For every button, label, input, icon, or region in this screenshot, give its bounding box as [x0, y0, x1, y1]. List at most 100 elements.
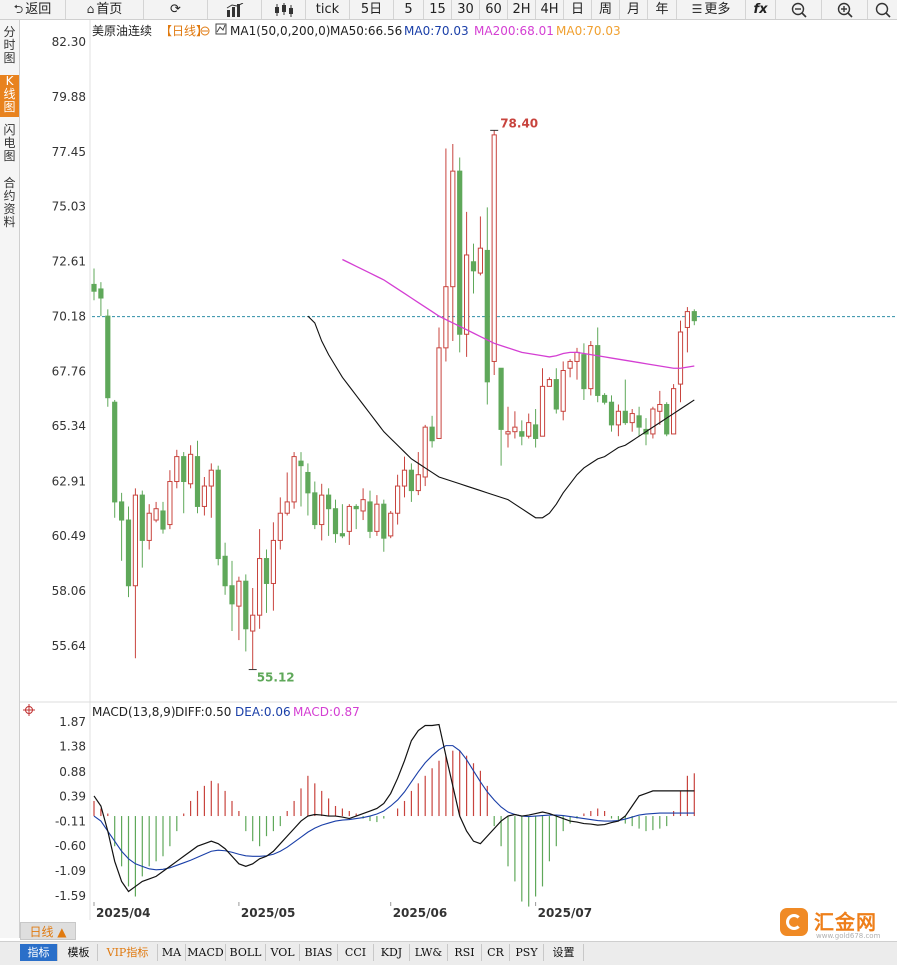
date-tick-label: 2025/04: [96, 906, 150, 920]
sidebar-item-timeshare[interactable]: 分时图: [3, 25, 16, 65]
macd-settings-icon[interactable]: [23, 704, 35, 716]
refresh-button[interactable]: ⟳: [144, 0, 208, 19]
price-tick-label: 62.91: [52, 474, 86, 488]
refresh-icon: ⟳: [170, 2, 181, 17]
candle-down: [332, 508, 339, 535]
candle-down: [298, 460, 304, 467]
more-button[interactable]: ☰ 更多: [677, 0, 746, 19]
price-tick-label: 70.18: [52, 310, 86, 324]
period-day[interactable]: 日: [564, 0, 592, 19]
logo-url: www.gold678.com: [816, 932, 881, 940]
zoom-in-button[interactable]: [822, 0, 868, 19]
period-month[interactable]: 月: [620, 0, 648, 19]
candle-down: [498, 367, 504, 430]
kline-chart[interactable]: 美原油连续 【日线】 MA1(50,0,200,0) MA50:66.56 MA…: [20, 20, 897, 920]
candle-down: [429, 426, 435, 442]
candle-down: [229, 585, 235, 605]
ma-indicator-line: [216, 24, 226, 33]
ma0b-value: MA0:70.03: [556, 24, 621, 38]
tab-cr[interactable]: CR: [482, 944, 510, 961]
candle-down: [581, 354, 587, 390]
macd-tick-label: -0.11: [55, 815, 86, 829]
zoom-out-icon: [791, 2, 807, 18]
candle-up: [657, 403, 663, 412]
macd-title: MACD(13,8,9): [92, 705, 176, 719]
candle-up: [346, 505, 352, 532]
macd-tick-label: 0.88: [59, 765, 86, 779]
candlestick-icon: [274, 2, 293, 17]
tab-cci[interactable]: CCI: [338, 944, 374, 961]
candle-up: [677, 331, 684, 385]
macd-histogram: [93, 750, 695, 907]
candlestick-button[interactable]: [262, 0, 306, 19]
period-4h[interactable]: 4H: [536, 0, 564, 19]
huijin-logo: 汇金网 www.gold678.com: [778, 906, 888, 940]
candle-up: [684, 311, 690, 328]
sidebar-item-contract-info[interactable]: 合约资料: [3, 176, 16, 229]
tab-kdj[interactable]: KDJ: [374, 944, 410, 961]
candle-down: [312, 492, 318, 526]
high-label: 78.40: [500, 116, 538, 130]
candle-down: [339, 533, 345, 537]
candle-up: [284, 501, 290, 514]
macd-tick-label: 1.87: [59, 715, 86, 729]
ma-indicator-icon[interactable]: [215, 23, 227, 35]
tab-vip-indicator[interactable]: VIP指标: [98, 944, 158, 961]
bar-chart-button[interactable]: [208, 0, 262, 19]
tab-vol[interactable]: VOL: [266, 944, 300, 961]
price-tick-label: 77.45: [52, 145, 86, 159]
price-tick-label: 79.88: [52, 90, 86, 104]
candle-up: [567, 360, 573, 369]
candle-down: [326, 494, 332, 510]
period-selector-label: 日线 ▲: [29, 925, 67, 939]
candle-up: [650, 408, 656, 435]
ma200-line: [342, 258, 695, 369]
tick-button[interactable]: tick: [306, 0, 350, 19]
zoom-out-button[interactable]: [776, 0, 822, 19]
candle-up: [174, 456, 180, 483]
candle-up: [208, 469, 214, 487]
fx-button[interactable]: fx: [746, 0, 776, 19]
sidebar-item-lightning[interactable]: 闪电图: [3, 123, 16, 163]
home-button[interactable]: ⌂ 首页: [66, 0, 144, 19]
candle-down: [139, 494, 145, 541]
price-tick-label: 55.64: [52, 639, 86, 653]
period-5min[interactable]: 5: [394, 0, 424, 19]
period-year[interactable]: 年: [648, 0, 677, 19]
macd-diff: DIFF:0.50: [175, 705, 231, 719]
tab-bias[interactable]: BIAS: [300, 944, 338, 961]
candle-down: [105, 315, 111, 399]
tab-template[interactable]: 模板: [60, 944, 98, 961]
price-tick-label: 67.76: [52, 364, 86, 378]
tab-indicator[interactable]: 指标: [20, 944, 58, 961]
candle-down: [243, 580, 249, 630]
tab-rsi[interactable]: RSI: [448, 944, 482, 961]
candle-up: [167, 481, 173, 526]
period-selector[interactable]: 【日线】日线 ▲: [20, 922, 76, 940]
period-week[interactable]: 周: [592, 0, 620, 19]
settings-dot-icon[interactable]: [200, 26, 210, 36]
tab-psy[interactable]: PSY: [510, 944, 544, 961]
period-2h[interactable]: 2H: [508, 0, 536, 19]
tab-settings[interactable]: 设置: [544, 944, 584, 961]
back-button[interactable]: ⮌ 返回: [0, 0, 66, 19]
candle-up: [588, 345, 594, 390]
candle-up: [250, 614, 256, 632]
candle-down: [691, 311, 697, 322]
period-30min[interactable]: 30: [452, 0, 480, 19]
tab-ma[interactable]: MA: [158, 944, 186, 961]
date-tick-label: 2025/05: [241, 906, 295, 920]
price-tick-label: 58.06: [52, 584, 86, 598]
tab-macd[interactable]: MACD: [186, 944, 226, 961]
candle-down: [622, 410, 628, 424]
period-15min[interactable]: 15: [424, 0, 452, 19]
price-tick-label: 75.03: [52, 200, 86, 214]
candlestick-series: [91, 130, 697, 670]
candle-down: [119, 501, 125, 521]
tab-boll[interactable]: BOLL: [226, 944, 266, 961]
period-60min[interactable]: 60: [480, 0, 508, 19]
period-5day[interactable]: 5日: [350, 0, 394, 19]
zoom-reset-button[interactable]: [868, 0, 897, 19]
tab-lwr[interactable]: LW&: [410, 944, 448, 961]
sidebar-item-kline[interactable]: K线图: [0, 75, 19, 117]
